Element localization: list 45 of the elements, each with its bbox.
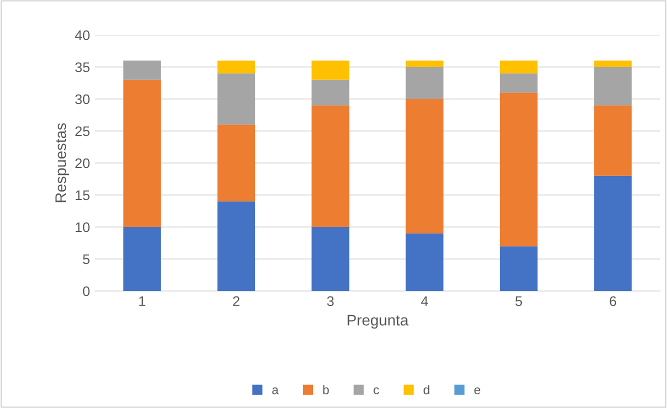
bar bbox=[217, 124, 256, 202]
y-tick-label: 40 bbox=[75, 30, 90, 40]
bar bbox=[594, 105, 632, 176]
bar bbox=[406, 233, 444, 291]
bar bbox=[312, 60, 350, 80]
legend-label: c bbox=[374, 387, 380, 394]
y-tick-label: 15 bbox=[76, 190, 90, 200]
bar bbox=[312, 227, 350, 291]
legend-label: d bbox=[424, 385, 430, 394]
bar bbox=[217, 73, 256, 125]
bar bbox=[217, 60, 256, 74]
bar bbox=[594, 67, 632, 106]
y-tick-label: 5 bbox=[82, 254, 90, 264]
bar bbox=[217, 201, 256, 291]
x-tick-label: 1 bbox=[139, 296, 146, 306]
bar bbox=[500, 73, 538, 93]
bar bbox=[312, 80, 350, 106]
legend-label: b bbox=[323, 385, 329, 394]
x-tick-label: 3 bbox=[327, 296, 334, 306]
bar bbox=[594, 176, 632, 291]
bar bbox=[123, 227, 161, 291]
y-tick-label: 20 bbox=[75, 158, 90, 168]
bar bbox=[594, 60, 632, 67]
x-tick-label: 6 bbox=[610, 296, 616, 306]
bar bbox=[500, 92, 538, 246]
y-axis-title: Respuestas bbox=[55, 123, 70, 202]
bar bbox=[406, 99, 444, 234]
bar bbox=[500, 60, 538, 74]
bar bbox=[123, 80, 161, 227]
x-tick-label: 4 bbox=[421, 296, 428, 306]
x-tick-label: 5 bbox=[515, 296, 522, 306]
bar bbox=[123, 60, 161, 80]
y-tick-label: 30 bbox=[75, 94, 90, 104]
bar bbox=[406, 67, 444, 99]
bar bbox=[312, 105, 350, 227]
bar bbox=[406, 60, 444, 67]
y-tick-label: 25 bbox=[75, 126, 90, 136]
legend-label: e bbox=[474, 387, 480, 394]
y-tick-label: 35 bbox=[75, 62, 90, 72]
y-tick-label: 10 bbox=[76, 222, 90, 232]
bar bbox=[500, 246, 538, 291]
x-tick-label: 2 bbox=[233, 296, 240, 306]
legend-label: a bbox=[272, 387, 279, 394]
x-axis-title: Pregunta bbox=[348, 314, 409, 329]
y-tick-label: 0 bbox=[82, 286, 90, 296]
